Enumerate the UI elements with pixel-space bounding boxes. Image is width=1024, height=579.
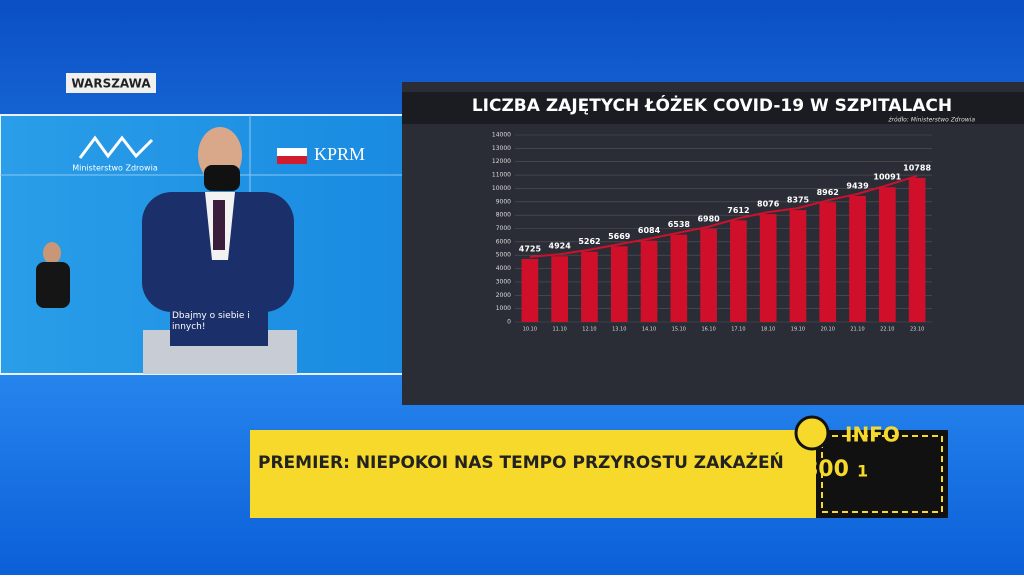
video-panel: Ministerstwo Zdrowia KPRM Dbajmy o siebi… [0, 114, 459, 375]
bar [581, 251, 598, 322]
value-label: 6980 [697, 214, 720, 223]
value-label: 8375 [787, 196, 810, 205]
ticker: PREMIER: NIEPOKOI NAS TEMPO PRZYROSTU ZA… [250, 415, 948, 518]
bar [759, 214, 777, 322]
x-tick-label: 20.10 [821, 327, 835, 333]
bar [551, 256, 569, 322]
speaker-tie [213, 200, 225, 250]
y-tick-label: 6000 [496, 238, 511, 245]
logo-box [816, 430, 948, 518]
logo-channel: 1 [857, 462, 868, 481]
y-tick-label: 5000 [496, 252, 511, 259]
y-tick-label: 4000 [496, 265, 511, 272]
value-label: 6084 [638, 226, 661, 235]
y-tick-label: 7000 [496, 225, 511, 232]
y-tick-label: 13000 [492, 145, 511, 152]
value-label: 6538 [668, 220, 691, 229]
value-label: 4725 [519, 244, 542, 253]
logo-text: INFO [845, 423, 900, 447]
x-tick-label: 23.10 [910, 327, 924, 333]
y-tick-label: 2000 [496, 292, 511, 299]
location-tag [66, 73, 156, 93]
location: WARSZAWA [71, 77, 151, 91]
bar [700, 228, 717, 322]
chart-panel: LICZBA ZAJĘTYCH ŁÓŻEK COVID-19 W SZPITAL… [402, 82, 1024, 405]
plot: 0 1000 2000 3000 4000 5000 6000 7000 8000 9000 100… [492, 132, 932, 333]
bar [789, 210, 807, 322]
value-label: 8962 [817, 188, 839, 197]
x-tick-label: 12.10 [582, 327, 596, 333]
value-label: 5262 [578, 237, 600, 246]
x-tick-label: 17.10 [731, 327, 745, 333]
chart-source: źródło: Ministerstwo Zdrowia [887, 117, 975, 124]
y-tick-label: 3000 [496, 278, 511, 285]
x-tick-label: 13.10 [612, 327, 626, 333]
logo-number: 800 [803, 457, 849, 482]
ministry-name: Ministerstwo Zdrowia [72, 164, 158, 173]
bar [640, 240, 658, 322]
headline: PREMIER: NIEPOKOI NAS TEMPO PRZYROSTU ZA… [258, 451, 784, 473]
y-tick-label: 11000 [492, 172, 511, 179]
y-tick-label: 12000 [492, 158, 511, 165]
logo-frame [821, 435, 943, 513]
x-tick-label: 14.10 [642, 327, 656, 333]
bar [610, 246, 628, 322]
trend-line [529, 174, 918, 258]
value-label: 8076 [757, 200, 780, 209]
bar [849, 195, 866, 322]
y-tick-label: 0 [507, 319, 511, 326]
speaker-mask [204, 165, 240, 191]
ministry-logo [78, 135, 154, 159]
podium-text: Dbajmy o siebie i innych! [172, 311, 250, 332]
kprm-logo: KPRM [314, 144, 365, 164]
x-tick-label: 11.10 [553, 327, 567, 333]
x-tick-label: 16.10 [701, 327, 715, 333]
y-tick-label: 14000 [492, 132, 511, 139]
value-label: 7612 [727, 206, 749, 215]
bar [908, 177, 926, 322]
bar [521, 258, 539, 322]
x-tick-label: 10.10 [523, 327, 537, 333]
value-label: 5669 [608, 232, 631, 241]
x-tick-label: 21.10 [850, 327, 864, 333]
bar [670, 234, 688, 322]
bar [878, 187, 896, 322]
x-tick-label: 22.10 [880, 327, 894, 333]
value-label: 9439 [846, 181, 869, 190]
y-tick-label: 9000 [496, 198, 511, 205]
chart-title: LICZBA ZAJĘTYCH ŁÓŻEK COVID-19 W SZPITAL… [472, 94, 952, 116]
value-label: 10788 [903, 163, 931, 172]
interpreter-body [36, 262, 70, 308]
ticker-bar [250, 430, 816, 518]
x-tick-label: 19.10 [791, 327, 805, 333]
value-label: 10091 [873, 173, 901, 182]
value-label: 4924 [549, 242, 572, 251]
bar [819, 202, 837, 322]
flag [277, 156, 307, 164]
podium-text-box: Dbajmy o siebie i innych! [172, 311, 250, 332]
flag [277, 148, 307, 156]
x-tick-label: 18.10 [761, 327, 775, 333]
interpreter-head [43, 242, 61, 264]
phone-icon [794, 415, 830, 451]
y-tick-label: 8000 [496, 212, 511, 219]
y-tick-label: 1000 [496, 305, 511, 312]
title-bar [402, 92, 1024, 124]
podium-sign [170, 308, 268, 346]
x-tick-label: 15.10 [672, 327, 686, 333]
bar [730, 220, 747, 322]
y-tick-label: 10000 [492, 185, 511, 192]
